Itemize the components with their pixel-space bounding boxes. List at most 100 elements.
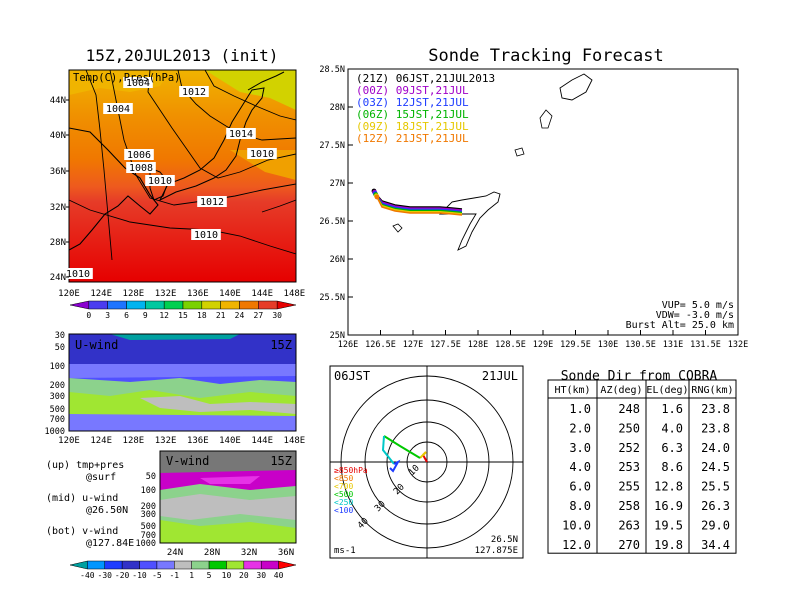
map-latitude-labels: 44N 40N 36N 32N 28N 24N [50, 96, 69, 283]
wind-colorbar-swatch [104, 560, 123, 570]
map-lon-label: 132E [155, 289, 177, 299]
sonde-tracks [371, 188, 463, 216]
wind-colorbar: -40 -30 -20 -10 -5 -1 1 5 10 20 30 40 [69, 560, 297, 580]
sonde-start-point [374, 194, 380, 200]
table-cell: 29.0 [701, 518, 730, 532]
wind-colorbar-swatch [87, 560, 106, 570]
u-wind-band [69, 364, 296, 378]
sonde-track-line [374, 192, 463, 210]
table-cell: 23.8 [701, 402, 730, 416]
v-wind-pressure-label: 500 [141, 522, 156, 532]
track-lat-label: 26.5N [319, 217, 345, 227]
tracking-longitude-labels: 126E 126.5E 127E 127.5E 128E 128.5E 129E 129.5E… [338, 330, 748, 350]
panel-notes: (up) tmp+pres @surf (mid) u-wind @26.50N… [46, 460, 134, 549]
isobar-label: 1014 [229, 129, 253, 140]
isobar-label: 1012 [200, 197, 224, 208]
sonde-track-line [377, 198, 463, 216]
u-wind-pressure-label: 700 [50, 415, 65, 425]
map-lon-label: 136E [187, 289, 209, 299]
wind-colorbar-tick-label: 20 [239, 571, 249, 580]
table-border [547, 379, 737, 554]
track-lon-label: 130.5E [625, 340, 656, 350]
track-lon-label: 127E [403, 340, 423, 350]
u-wind-pressure-label: 500 [50, 405, 65, 415]
colorbar-swatch [145, 300, 165, 310]
track-lon-label: 131.5E [690, 340, 721, 350]
table-cell: 270 [618, 538, 640, 552]
table-cell: 23.8 [701, 421, 730, 435]
polar-time-label: 06JST [334, 369, 370, 383]
wind-colorbar-tick-label: 5 [207, 571, 212, 580]
table-cell: 25.5 [701, 480, 730, 494]
track-lon-label: 128E [468, 340, 488, 350]
wind-colorbar-tick-label: 10 [222, 571, 232, 580]
isobar-label: 1008 [129, 163, 153, 174]
kuril-coast [247, 71, 285, 91]
map-lon-label: 148E [284, 289, 306, 299]
track-parameter: VUP= 5.0 m/s [662, 300, 734, 311]
track-lat-label: 28.5N [319, 65, 345, 75]
wind-colorbar-tick-label: 40 [274, 571, 284, 580]
hodograph-segment [381, 435, 395, 465]
table-cell: 34.4 [701, 538, 730, 552]
isobar-label-bg [197, 196, 227, 207]
u-wind-lon-label: 148E [284, 436, 306, 446]
wind-colorbar-swatch [260, 560, 279, 570]
u-wind-pressure-label: 300 [50, 392, 65, 402]
u-wind-pressure-label: 50 [55, 343, 65, 353]
isobar-label: 1010 [66, 269, 90, 280]
wind-colorbar-swatch [156, 560, 175, 570]
colorbar-tick-label: 18 [197, 311, 207, 320]
u-wind-lon-label: 136E [187, 436, 209, 446]
wind-colorbar-swatch [139, 560, 158, 570]
map-lon-label: 140E [219, 289, 241, 299]
isobar-label: 1004 [126, 78, 150, 89]
isobar-label-bg [191, 229, 221, 240]
track-lon-label: 129.5E [560, 340, 591, 350]
wind-colorbar-swatch [121, 560, 140, 570]
track-lat-label: 27.5N [319, 141, 345, 151]
wind-colorbar-tick-label: -20 [115, 571, 130, 580]
wind-colorbar-swatch [243, 560, 262, 570]
tracking-legend: (21Z) 06JST,21JUL2013(00Z) 09JST,21JUL(0… [356, 72, 495, 145]
sonde-track-line [376, 197, 463, 215]
cobra-table: HT(km) AZ(deg) EL(deg) RNG(km) 1.0 248 1.6 23.8… [547, 379, 737, 554]
u-wind-easterly-core [110, 334, 240, 340]
tracking-title: Sonde Tracking Forecast [428, 46, 663, 66]
table-cell: 6.3 [661, 441, 683, 455]
track-lon-label: 128.5E [495, 340, 526, 350]
colorbar-tick-label: 15 [178, 311, 188, 320]
isobar-label: 1010 [194, 230, 218, 241]
table-cell: 253 [618, 460, 640, 474]
table-cell: 252 [618, 441, 640, 455]
v-wind-lat-label: 28N [204, 548, 220, 558]
v-wind-frame [159, 450, 297, 544]
wind-colorbar-swatch [208, 560, 227, 570]
v-wind-lat-label: 36N [278, 548, 294, 558]
isobar-label-bg [145, 175, 175, 186]
polar-lon: 127.875E [475, 546, 518, 556]
isobar-label-bg [124, 149, 154, 160]
track-lat-label: 25.5N [319, 293, 345, 303]
v-wind-pressure-label: 100 [141, 486, 156, 496]
table-cell: 8.6 [661, 460, 683, 474]
temperature-colorbar: 0 3 6 9 12 15 18 21 24 27 30 [69, 300, 297, 320]
u-wind-frame [68, 333, 297, 432]
track-legend-entry: (00Z) 09JST,21JUL [356, 84, 469, 97]
track-lon-label: 131E [663, 340, 683, 350]
hodograph-legend-entry: <850 [334, 474, 353, 483]
table-header-cell: AZ(deg) [600, 385, 642, 396]
v-wind-pressure-label: 700 [141, 531, 156, 541]
map-frame [68, 69, 297, 283]
isobar-label: 1010 [148, 176, 172, 187]
hodograph-segment [419, 451, 427, 459]
isobar-line [69, 199, 296, 255]
kume-island [392, 223, 403, 233]
colorbar-swatch [69, 300, 90, 310]
colorbar-swatch [163, 300, 184, 310]
u-wind-pressure-label: 30 [55, 331, 65, 341]
table-cell: 16.9 [654, 499, 683, 513]
track-parameter: VDW= -3.0 m/s [656, 310, 734, 321]
